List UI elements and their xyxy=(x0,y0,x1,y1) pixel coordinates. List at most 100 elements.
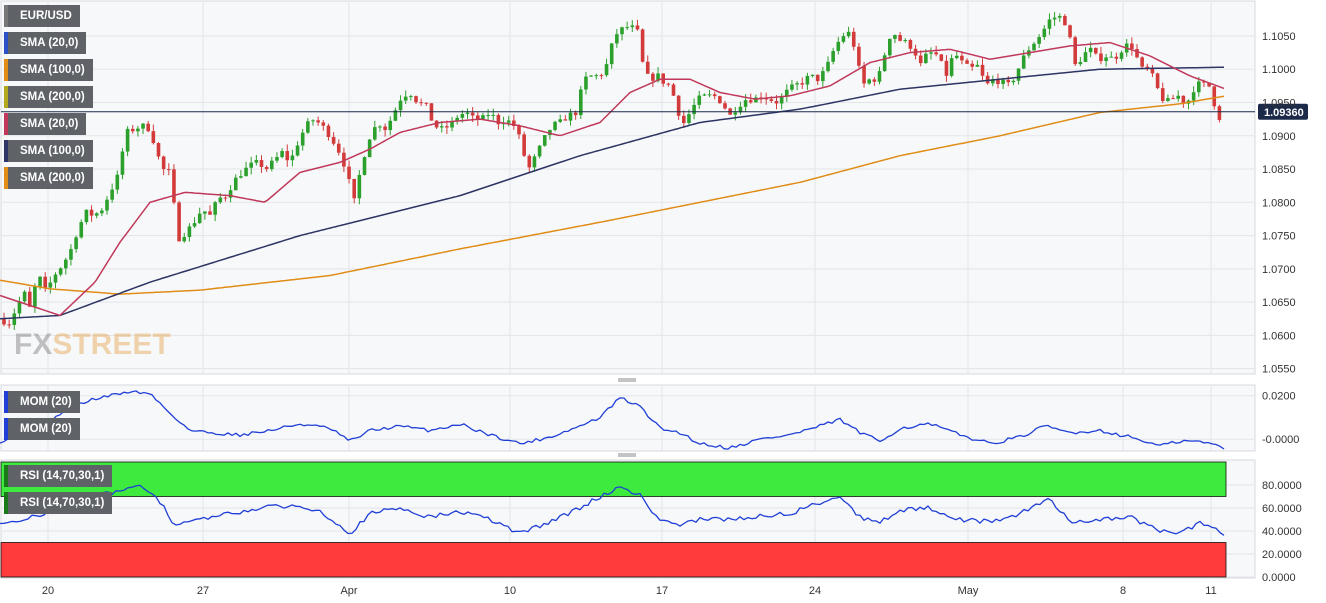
candle-body xyxy=(1068,25,1072,38)
candle-body xyxy=(1037,37,1041,44)
sma20-line xyxy=(0,41,1225,317)
candle-body xyxy=(208,211,212,215)
candle-body xyxy=(764,98,768,100)
panel-splitter-1[interactable] xyxy=(618,378,636,382)
price-tick-label: 1.0650 xyxy=(1262,297,1296,309)
legend-sma200-b[interactable]: SMA (200,0) xyxy=(4,167,93,189)
candle-body xyxy=(635,25,640,30)
candle-body xyxy=(167,169,171,171)
candle-body xyxy=(22,291,27,302)
candle-body xyxy=(1202,81,1206,83)
candle-body xyxy=(1032,43,1036,51)
candle-body xyxy=(100,210,104,214)
price-tick-label: 1.0900 xyxy=(1262,131,1296,143)
candle-body xyxy=(558,119,562,122)
candle-body xyxy=(542,135,547,146)
candle-body xyxy=(187,226,192,238)
candle-body xyxy=(697,95,702,105)
candle-body xyxy=(1078,61,1083,65)
candle-body xyxy=(79,222,84,238)
candle-body xyxy=(712,94,717,97)
candle-body xyxy=(398,100,403,111)
candle-body xyxy=(779,96,784,104)
candle-body xyxy=(872,79,877,82)
candle-body xyxy=(512,120,516,127)
rsi-tick-label: 80.0000 xyxy=(1262,480,1302,492)
candle-body xyxy=(316,120,320,123)
candle-body xyxy=(352,178,356,199)
candle-body xyxy=(146,123,150,132)
candle-body xyxy=(944,60,949,76)
legend-sma100-b[interactable]: SMA (100,0) xyxy=(4,140,93,162)
candle-body xyxy=(141,123,145,129)
candle-body xyxy=(1104,57,1108,62)
candle-body xyxy=(506,120,511,123)
candle-body xyxy=(233,177,238,191)
candle-body xyxy=(306,121,310,133)
candle-body xyxy=(347,166,351,179)
legend-sma200-a[interactable]: SMA (200,0) xyxy=(4,86,93,108)
candle-body xyxy=(151,131,156,144)
candle-body xyxy=(48,282,53,288)
candle-body xyxy=(609,43,614,65)
legend-mom-a[interactable]: MOM (20) xyxy=(4,391,80,413)
price-tick-label: 1.0550 xyxy=(1262,364,1296,376)
date-tick-label: 27 xyxy=(197,585,209,597)
rsi-zones xyxy=(0,461,1227,578)
candle-body xyxy=(579,89,583,116)
candle-body xyxy=(53,274,58,283)
candle-body xyxy=(192,223,197,227)
candle-body xyxy=(249,162,253,168)
rsi-tick-label: 0.0000 xyxy=(1262,572,1296,584)
candle-body xyxy=(615,34,619,44)
candle-body xyxy=(393,110,398,121)
candle-body xyxy=(692,104,696,115)
candle-body xyxy=(69,249,73,260)
candle-body xyxy=(537,145,542,157)
candle-body xyxy=(1181,95,1186,104)
candle-body xyxy=(738,106,743,113)
candle-body xyxy=(985,75,990,84)
candle-body xyxy=(89,209,94,216)
current-price-label: 1.09360 xyxy=(1264,107,1304,119)
candle-body xyxy=(522,134,526,156)
rsi-tick-label: 60.0000 xyxy=(1262,503,1302,515)
price-tick-label: 1.0750 xyxy=(1262,231,1296,243)
candle-body xyxy=(125,128,130,152)
candle-body xyxy=(295,145,300,156)
legend-sma20-b[interactable]: SMA (20,0) xyxy=(4,113,87,135)
legend-mom-b[interactable]: MOM (20) xyxy=(4,418,80,440)
sma100-line xyxy=(0,66,1224,320)
candle-body xyxy=(172,169,176,203)
candle-body xyxy=(336,143,341,153)
candle-body xyxy=(300,132,305,146)
legend-rsi-b[interactable]: RSI (14,70,30,1) xyxy=(4,492,113,514)
candle-body xyxy=(975,64,980,67)
price-tick-label: 1.0850 xyxy=(1262,164,1296,176)
candle-body xyxy=(64,259,68,269)
candle-body xyxy=(960,55,964,61)
candle-body xyxy=(517,126,521,135)
candle-body xyxy=(970,63,974,67)
logo-text: FXSTREET xyxy=(14,328,171,361)
legend-sma100-a[interactable]: SMA (100,0) xyxy=(4,59,93,81)
candle-body xyxy=(1083,52,1088,62)
candle-body xyxy=(1001,79,1005,85)
candle-body xyxy=(996,79,1000,85)
panel-splitter-2[interactable] xyxy=(618,453,636,457)
candle-body xyxy=(476,115,480,120)
candle-body xyxy=(846,31,851,37)
candle-body xyxy=(604,64,609,76)
legend-rsi-a[interactable]: RSI (14,70,30,1) xyxy=(4,465,113,487)
candle-body xyxy=(888,38,892,56)
date-tick-label: 24 xyxy=(809,585,821,597)
mom-panel xyxy=(0,384,1256,452)
legend-sma20-a[interactable]: SMA (20,0) xyxy=(4,32,87,54)
candle-body xyxy=(702,94,707,96)
candle-body xyxy=(439,126,444,128)
rsi-tick-label: 20.0000 xyxy=(1262,549,1302,561)
candle-body xyxy=(203,211,207,214)
candle-body xyxy=(810,74,815,76)
candle-body xyxy=(311,120,315,122)
legend-eurusd[interactable]: EUR/USD xyxy=(4,5,80,27)
